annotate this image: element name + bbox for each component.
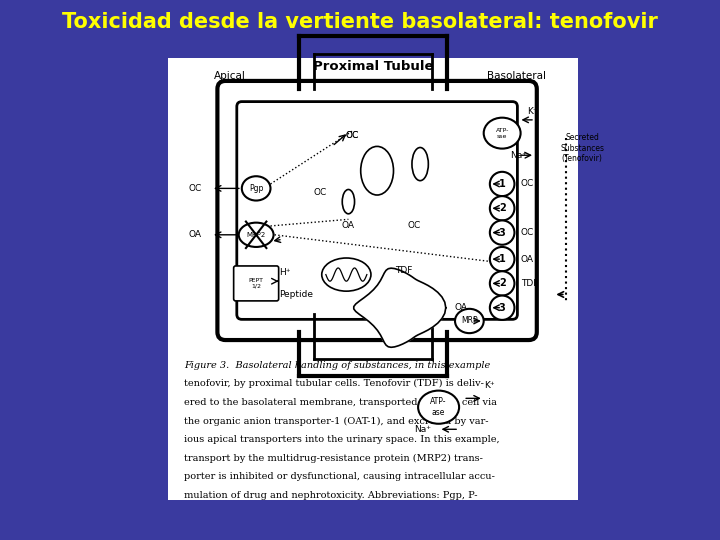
Text: 3: 3 — [499, 227, 505, 238]
Text: 1: 1 — [499, 254, 505, 264]
Text: 3: 3 — [499, 303, 505, 313]
Ellipse shape — [455, 309, 484, 333]
Text: Pgp: Pgp — [249, 184, 264, 193]
FancyBboxPatch shape — [237, 102, 518, 319]
Text: K⁺: K⁺ — [484, 381, 495, 389]
Text: Basolateral: Basolateral — [487, 71, 546, 80]
Text: 2: 2 — [499, 203, 505, 213]
Text: K⁺: K⁺ — [527, 106, 537, 116]
Ellipse shape — [418, 390, 459, 424]
Text: PEPT
1/2: PEPT 1/2 — [248, 278, 264, 289]
Text: Apical: Apical — [214, 71, 246, 80]
Text: OC: OC — [408, 221, 420, 231]
Text: the organic anion transporter-1 (OAT-1), and excreted by var-: the organic anion transporter-1 (OAT-1),… — [184, 416, 489, 426]
Text: OC: OC — [521, 228, 534, 237]
Ellipse shape — [412, 147, 428, 181]
Text: Figure 3.  Basolateral handling of substances, in this example: Figure 3. Basolateral handling of substa… — [184, 361, 490, 370]
Text: Secreted
Substances
(Tenofovir): Secreted Substances (Tenofovir) — [560, 133, 604, 163]
Text: Peptide: Peptide — [279, 290, 312, 299]
Ellipse shape — [342, 190, 354, 214]
Bar — [168, 58, 578, 500]
Text: ered to the basolateral membrane, transported into the cell via: ered to the basolateral membrane, transp… — [184, 398, 498, 407]
Text: Proximal Tubule: Proximal Tubule — [312, 60, 433, 73]
Text: ATP-
sse: ATP- sse — [495, 128, 509, 139]
Ellipse shape — [490, 220, 515, 245]
Ellipse shape — [490, 172, 515, 196]
Ellipse shape — [361, 146, 394, 195]
Text: OA: OA — [521, 255, 534, 264]
Text: Toxicidad desde la vertiente basolateral: tenofovir: Toxicidad desde la vertiente basolateral… — [62, 12, 658, 32]
Text: 1: 1 — [499, 179, 505, 189]
Text: tenofovir, by proximal tubular cells. Tenofovir (TDF) is deliv-: tenofovir, by proximal tubular cells. Te… — [184, 379, 485, 388]
Text: mulation of drug and nephrotoxicity. Abbreviations: Pgp, P-: mulation of drug and nephrotoxicity. Abb… — [184, 491, 478, 500]
Text: OC: OC — [189, 184, 202, 193]
Text: TDF: TDF — [521, 279, 538, 288]
Ellipse shape — [484, 118, 521, 148]
Text: TDF: TDF — [395, 266, 413, 275]
Text: OC: OC — [346, 131, 359, 140]
Text: OC: OC — [521, 179, 534, 188]
FancyBboxPatch shape — [217, 81, 537, 340]
Text: ious apical transporters into the urinary space. In this example,: ious apical transporters into the urinar… — [184, 435, 500, 444]
Text: OA: OA — [189, 230, 202, 239]
Ellipse shape — [322, 258, 371, 291]
Text: transport by the multidrug-resistance protein (MRP2) trans-: transport by the multidrug-resistance pr… — [184, 454, 483, 463]
Ellipse shape — [490, 247, 515, 271]
Text: MRP2: MRP2 — [246, 232, 266, 238]
Ellipse shape — [490, 196, 515, 220]
Ellipse shape — [490, 271, 515, 295]
Text: Na⁺: Na⁺ — [414, 425, 431, 434]
Text: porter is inhibited or dysfunctional, causing intracellular accu-: porter is inhibited or dysfunctional, ca… — [184, 472, 495, 481]
Text: Na⁺: Na⁺ — [510, 151, 527, 160]
Ellipse shape — [490, 295, 515, 320]
Text: OA: OA — [342, 221, 355, 231]
Text: MRP: MRP — [461, 316, 477, 326]
Ellipse shape — [242, 176, 271, 200]
Text: H⁺: H⁺ — [279, 268, 290, 277]
Text: ATP-
ase: ATP- ase — [431, 397, 447, 417]
Ellipse shape — [239, 222, 274, 247]
Polygon shape — [354, 268, 446, 347]
Text: OC: OC — [346, 131, 359, 140]
Text: OC: OC — [313, 188, 326, 197]
FancyBboxPatch shape — [234, 266, 279, 301]
Text: 2: 2 — [499, 279, 505, 288]
Text: OA: OA — [454, 303, 467, 312]
